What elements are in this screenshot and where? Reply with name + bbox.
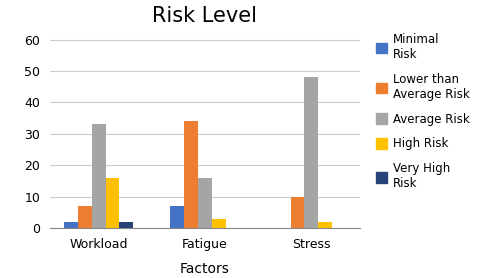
Bar [78,206,92,228]
Bar [170,206,184,228]
Legend: Minimal
Risk, Lower than
Average Risk, Average Risk, High Risk, Very High
Risk: Minimal Risk, Lower than Average Risk, A… [372,29,474,194]
Bar [212,219,226,228]
X-axis label: Factors: Factors [180,262,230,276]
Bar [318,222,332,228]
Bar [290,197,304,228]
Bar [304,77,318,228]
Bar [184,121,198,228]
Bar [106,178,120,228]
Title: Risk Level: Risk Level [152,6,258,26]
Bar [198,178,212,228]
Bar [64,222,78,228]
Bar [120,222,133,228]
Bar [92,124,106,228]
